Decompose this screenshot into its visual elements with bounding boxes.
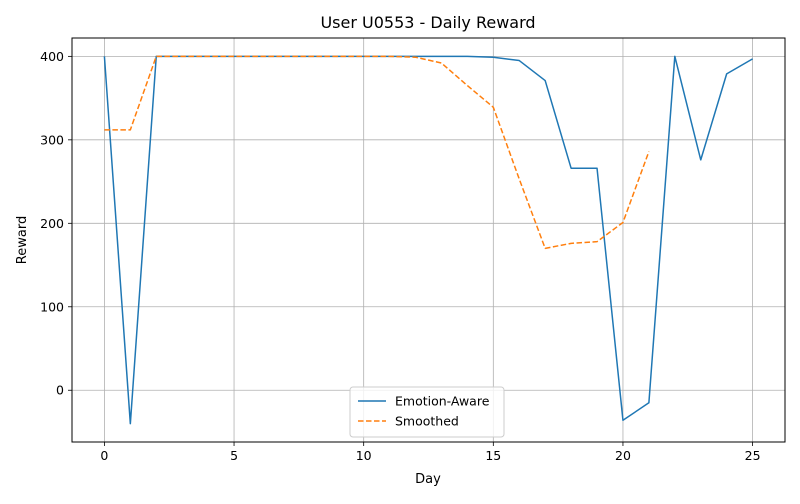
series-line-smoothed	[104, 55, 650, 250]
y-tick-label: 400	[40, 49, 64, 64]
x-tick-label: 10	[356, 448, 372, 463]
x-tick-label: 5	[230, 448, 238, 463]
y-tick-label: 100	[40, 299, 64, 314]
x-axis-label: Day	[415, 472, 441, 487]
x-tick-label: 20	[615, 448, 631, 463]
legend: Emotion-Aware Smoothed	[349, 386, 505, 438]
legend-box	[349, 386, 505, 438]
y-tick-label: 200	[40, 216, 64, 231]
series-lines	[103, 55, 753, 425]
y-tick-label: 0	[56, 383, 64, 398]
axis-ticks: 0 5 10 15 20 25 0 100 200 300 400	[40, 49, 760, 463]
x-tick-label: 25	[745, 448, 761, 463]
chart-title: User U0553 - Daily Reward	[320, 13, 535, 32]
x-tick-label: 0	[100, 448, 108, 463]
x-tick-label: 15	[485, 448, 501, 463]
legend-label-emotion-aware: Emotion-Aware	[395, 394, 490, 409]
y-axis-label: Reward	[15, 216, 30, 264]
plot-frame	[71, 37, 786, 443]
y-tick-label: 300	[40, 132, 64, 147]
legend-label-smoothed: Smoothed	[395, 414, 459, 429]
